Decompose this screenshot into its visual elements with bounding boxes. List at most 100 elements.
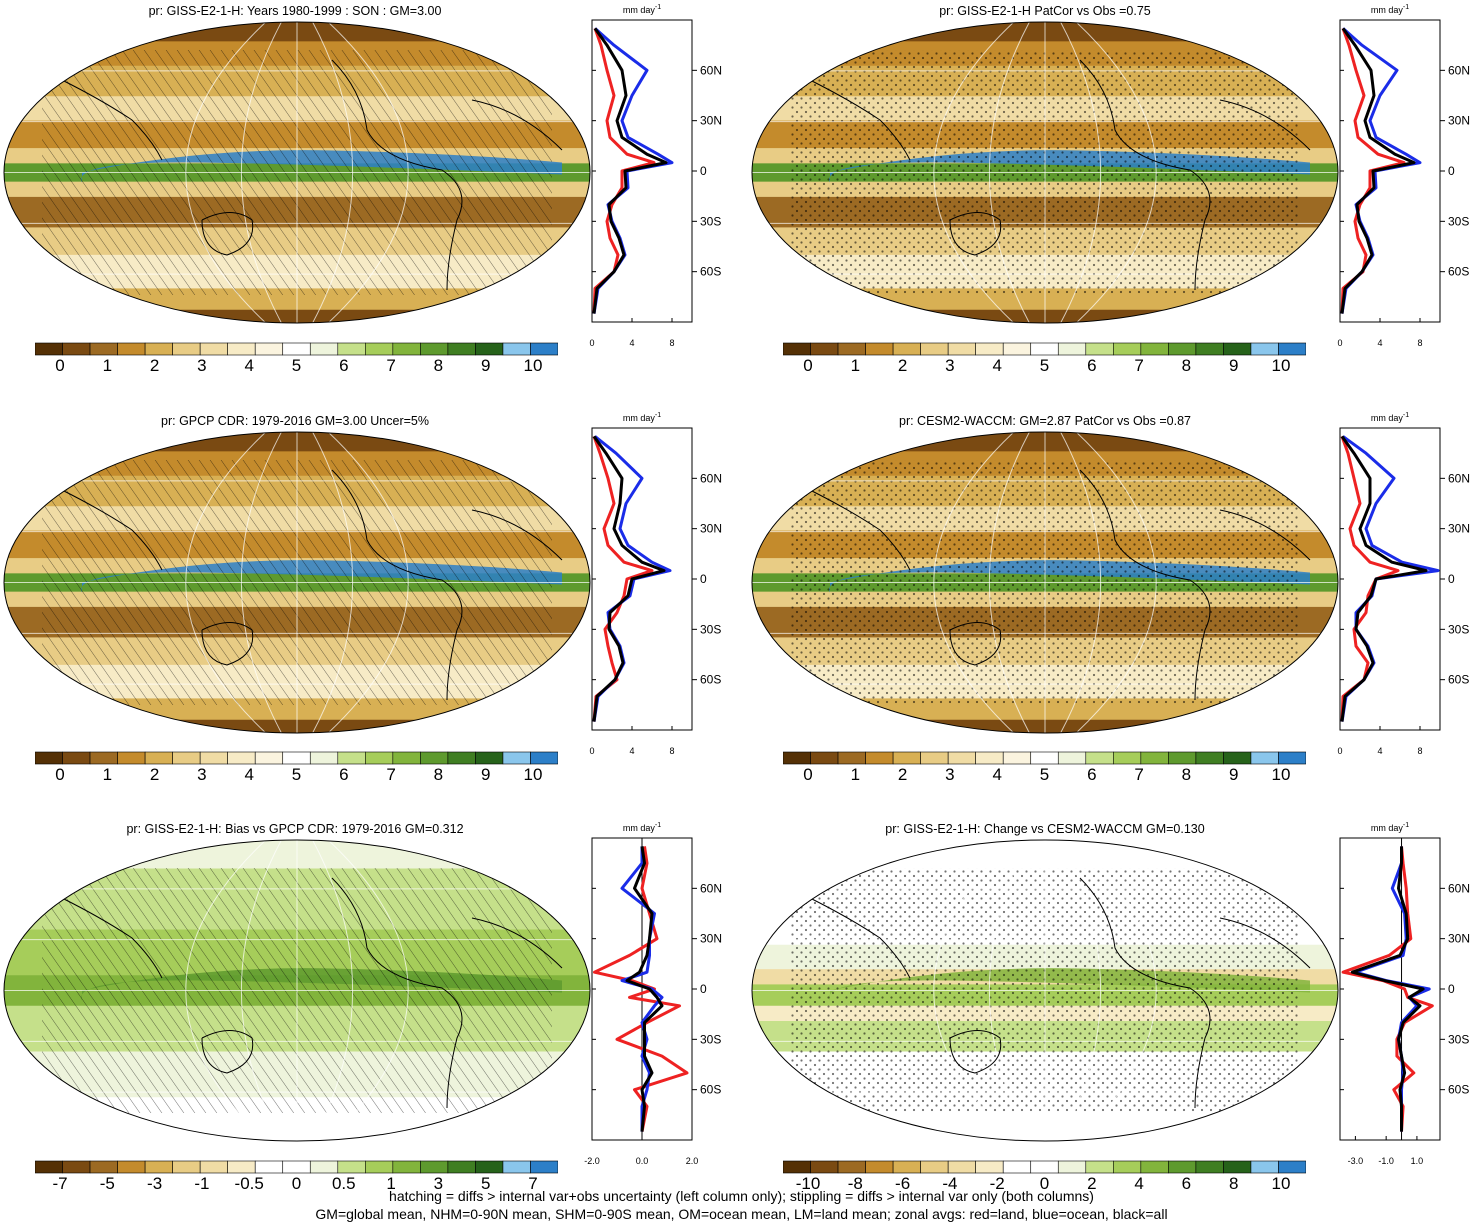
colorbar-swatch bbox=[475, 751, 504, 765]
colorbar-swatch bbox=[254, 342, 284, 356]
zonal-line-all bbox=[625, 846, 664, 1132]
colorbar-tick-label: 0 bbox=[55, 356, 65, 375]
colorbar-tick-label: 4 bbox=[244, 765, 254, 784]
lat-tick-label: 0 bbox=[1448, 164, 1455, 178]
colorbar-swatch bbox=[865, 751, 894, 765]
colorbar-tick-label: 3 bbox=[197, 765, 207, 784]
colorbar-tick-label: 7 bbox=[528, 1174, 538, 1193]
colorbar-tick-label: 9 bbox=[480, 356, 491, 375]
lat-tick-label: 30S bbox=[700, 622, 721, 636]
colorbar-swatch bbox=[1278, 342, 1306, 356]
zonal-line-land bbox=[1340, 27, 1406, 314]
colorbar-swatch bbox=[392, 342, 421, 356]
colorbar-swatch bbox=[144, 342, 173, 356]
colorbar-strip bbox=[35, 1160, 558, 1174]
colorbar-swatch bbox=[1195, 751, 1224, 765]
colorbar-swatch bbox=[199, 751, 228, 765]
colorbar-swatch bbox=[1085, 751, 1114, 765]
colorbar-tick-label: 3 bbox=[433, 1174, 444, 1193]
colorbar-swatch bbox=[35, 1160, 63, 1174]
colorbar-swatch bbox=[1140, 751, 1169, 765]
colorbar-tick-label: 1 bbox=[386, 1174, 396, 1193]
colorbar-tick-label: -10 bbox=[795, 1174, 821, 1193]
x-tick-label: 4 bbox=[629, 338, 634, 348]
coastline bbox=[1219, 99, 1311, 151]
meridian-line bbox=[1059, 840, 1101, 1141]
colorbar-tick-label: 10 bbox=[1271, 765, 1291, 784]
colorbar-swatch bbox=[144, 1160, 173, 1174]
x-tick-label: 0 bbox=[1337, 338, 1342, 348]
lat-tick-label: 60N bbox=[1448, 471, 1470, 485]
colorbar-tick-label: 4 bbox=[992, 356, 1002, 375]
lat-tick-label: 30S bbox=[1448, 622, 1469, 636]
colorbar-swatch bbox=[530, 1160, 558, 1174]
colorbar-swatch bbox=[309, 342, 339, 356]
colorbar-tick-label: 7 bbox=[386, 765, 396, 784]
colorbar-swatch bbox=[837, 1160, 866, 1174]
coastline bbox=[1079, 877, 1211, 1109]
meridian-line bbox=[989, 22, 1031, 323]
coastline bbox=[949, 622, 1002, 666]
colorbar-swatch bbox=[783, 1160, 811, 1174]
colorbar-tick-label: 2 bbox=[149, 765, 160, 784]
meridian-line bbox=[325, 22, 409, 323]
meridian-line bbox=[1073, 432, 1157, 733]
colorbar-swatch bbox=[892, 1160, 921, 1174]
colorbar-swatch bbox=[502, 1160, 531, 1174]
map-outline bbox=[751, 21, 1339, 324]
colorbar-swatch bbox=[365, 342, 394, 356]
zonal-line-land bbox=[592, 27, 656, 314]
colorbar-tick-label: 10 bbox=[1271, 356, 1291, 375]
colorbar-swatch bbox=[865, 342, 894, 356]
x-tick-label: -1.0 bbox=[1378, 1156, 1394, 1166]
map-p6 bbox=[751, 839, 1339, 1142]
colorbar-swatch bbox=[337, 751, 366, 765]
colorbar-swatch bbox=[447, 1160, 476, 1174]
colorbar-swatch bbox=[365, 751, 394, 765]
colorbar-swatch bbox=[117, 751, 146, 765]
colorbar-swatch bbox=[172, 751, 201, 765]
colorbar-swatch bbox=[1195, 342, 1224, 356]
colorbar-p1: 0 1 2 3 4 5 6 7 8 9 10 bbox=[35, 342, 558, 382]
lat-tick-label: 30N bbox=[1448, 522, 1470, 536]
colorbar-swatch bbox=[1030, 751, 1059, 765]
colorbar-strip bbox=[783, 1160, 1306, 1174]
coastline bbox=[809, 79, 911, 161]
colorbar-tick-label: 4 bbox=[244, 356, 254, 375]
coastline bbox=[471, 917, 563, 969]
zonal-line-ocean bbox=[1340, 435, 1440, 722]
lat-tick-label: 30N bbox=[1448, 114, 1470, 128]
meridian-line bbox=[933, 22, 1017, 323]
coastline bbox=[1219, 917, 1311, 969]
lat-tick-label: 30N bbox=[700, 932, 722, 946]
colorbar-tick-label: 1 bbox=[850, 765, 861, 784]
colorbar-tick-label: 6 bbox=[1087, 356, 1097, 375]
panel-title-p2: pr: GISS-E2-1-H PatCor vs Obs =0.75 bbox=[939, 4, 1151, 18]
map-p3 bbox=[3, 431, 591, 734]
colorbar-tick-label: -3 bbox=[147, 1174, 163, 1193]
colorbar-swatch bbox=[783, 751, 811, 765]
meridian-line bbox=[933, 432, 1017, 733]
zonal-unit-label: mm day-1 bbox=[1371, 822, 1409, 833]
colorbar-tick-label: 5 bbox=[1039, 765, 1050, 784]
coastline bbox=[331, 877, 463, 1109]
colorbar-swatch bbox=[502, 751, 531, 765]
colorbar-swatch bbox=[1002, 342, 1032, 356]
x-tick-label: 0 bbox=[589, 746, 594, 756]
colorbar-swatch bbox=[172, 1160, 201, 1174]
x-tick-label: 4 bbox=[629, 746, 634, 756]
x-tick-label: 8 bbox=[669, 338, 674, 348]
colorbar-swatch bbox=[309, 751, 339, 765]
zonal-unit-label: mm day-1 bbox=[623, 4, 661, 15]
colorbar-swatch bbox=[783, 342, 811, 356]
zonal-plot-p4: mm day-1 60N 30N 0 30S 60S 0 4 8 bbox=[1337, 412, 1470, 756]
meridian-line bbox=[325, 840, 409, 1141]
colorbar-swatch bbox=[62, 342, 91, 356]
colorbar-swatch bbox=[89, 751, 118, 765]
colorbar-swatch bbox=[35, 751, 63, 765]
map-outline bbox=[751, 431, 1339, 734]
colorbar-swatch bbox=[920, 1160, 949, 1174]
colorbar-swatch bbox=[144, 751, 173, 765]
colorbar-tick-label: 0 bbox=[55, 765, 65, 784]
coastline bbox=[949, 1030, 1002, 1074]
